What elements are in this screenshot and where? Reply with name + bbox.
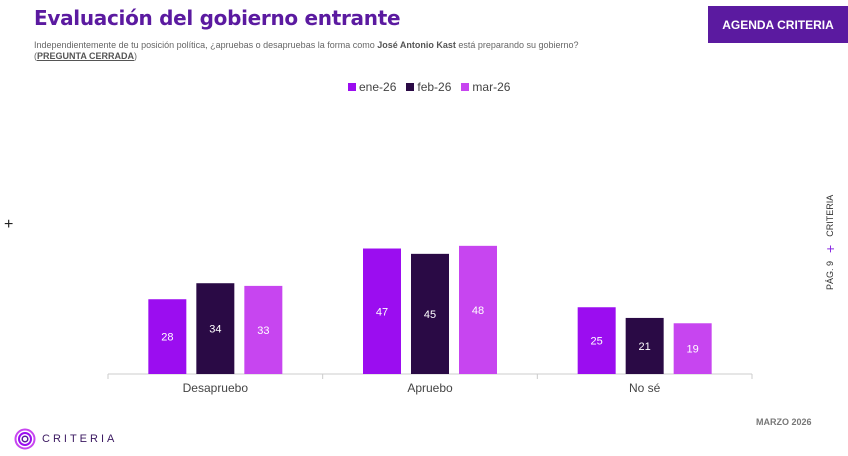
legend-label: feb-26 bbox=[417, 80, 452, 94]
bar-mar-26 bbox=[673, 323, 712, 374]
legend: ene-26 feb-26 mar-26 bbox=[348, 80, 510, 94]
legend-label: ene-26 bbox=[359, 80, 397, 94]
q-bold: José Antonio Kast bbox=[377, 40, 456, 50]
data-label: 45 bbox=[424, 309, 436, 321]
side-brand: CRITERIA bbox=[825, 194, 835, 237]
legend-item: ene-26 bbox=[348, 80, 396, 94]
data-label: 33 bbox=[257, 325, 269, 337]
data-label: 34 bbox=[209, 324, 221, 336]
bar-ene-26 bbox=[577, 307, 616, 374]
category-label: Desapruebo bbox=[183, 381, 249, 395]
data-label: 19 bbox=[687, 344, 699, 356]
data-label: 25 bbox=[591, 336, 603, 348]
data-label: 47 bbox=[376, 306, 388, 318]
category-label: No sé bbox=[629, 381, 661, 395]
legend-swatch bbox=[406, 83, 415, 91]
criteria-logo: CRITERIA bbox=[14, 428, 117, 450]
logo-text: CRITERIA bbox=[42, 433, 118, 445]
q-post: está preparando su gobierno? ( bbox=[34, 40, 579, 61]
data-label: 28 bbox=[161, 332, 173, 344]
bar-mar-26 bbox=[244, 285, 283, 374]
category-label: Apruebo bbox=[407, 381, 453, 395]
data-label: 48 bbox=[472, 305, 484, 317]
page-number: PÁG. 9 bbox=[825, 260, 835, 290]
bar-ene-26 bbox=[148, 299, 187, 374]
side-label: PÁG. 9 + CRITERIA bbox=[822, 195, 838, 290]
report-date: MARZO 2026 bbox=[756, 417, 812, 427]
bar-feb-26 bbox=[411, 253, 449, 374]
agenda-criteria-button[interactable]: AGENDA CRITERIA bbox=[708, 6, 848, 43]
legend-swatch bbox=[348, 83, 356, 91]
legend-item: feb-26 bbox=[406, 80, 451, 94]
q-end: ) bbox=[134, 51, 138, 61]
q-tag: PREGUNTA CERRADA bbox=[37, 51, 135, 61]
question-text: Independientemente de tu posición políti… bbox=[34, 40, 594, 62]
bar-feb-26 bbox=[625, 317, 664, 374]
plus-icon: + bbox=[822, 244, 838, 253]
plus-icon: + bbox=[4, 216, 14, 233]
page-title: Evaluación del gobierno entrante bbox=[34, 6, 401, 30]
q-pre: Independientemente de tu posición políti… bbox=[34, 40, 378, 50]
bar-ene-26 bbox=[363, 248, 401, 374]
legend-swatch bbox=[461, 83, 470, 91]
bar-feb-26 bbox=[196, 283, 235, 374]
legend-item: mar-26 bbox=[461, 80, 510, 94]
legend-label: mar-26 bbox=[472, 80, 511, 94]
logo-icon bbox=[14, 428, 36, 450]
bar-mar-26 bbox=[459, 245, 497, 374]
data-label: 21 bbox=[639, 341, 651, 353]
